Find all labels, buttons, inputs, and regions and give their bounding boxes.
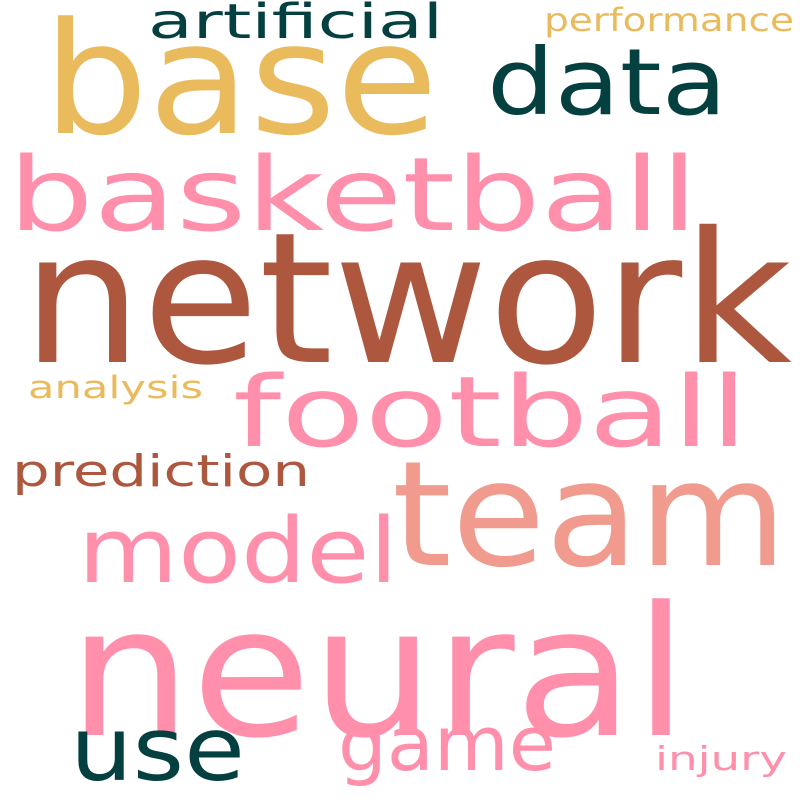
word-prediction: prediction xyxy=(12,446,310,497)
word-game: game xyxy=(338,699,556,788)
word-base: base xyxy=(43,0,438,170)
word-network: network xyxy=(22,193,792,405)
word-neural: neural xyxy=(68,569,688,778)
word-use: use xyxy=(70,698,245,800)
word-football: football xyxy=(233,356,748,470)
word-artificial: artificial xyxy=(148,0,443,50)
word-team: team xyxy=(392,430,787,600)
word-basketball: basketball xyxy=(8,136,698,255)
word-analysis: analysis xyxy=(28,370,203,406)
word-model: model xyxy=(78,499,398,604)
word-performance: performance xyxy=(544,1,794,39)
word-injury: injury xyxy=(655,739,787,778)
word-data: data xyxy=(487,29,727,136)
